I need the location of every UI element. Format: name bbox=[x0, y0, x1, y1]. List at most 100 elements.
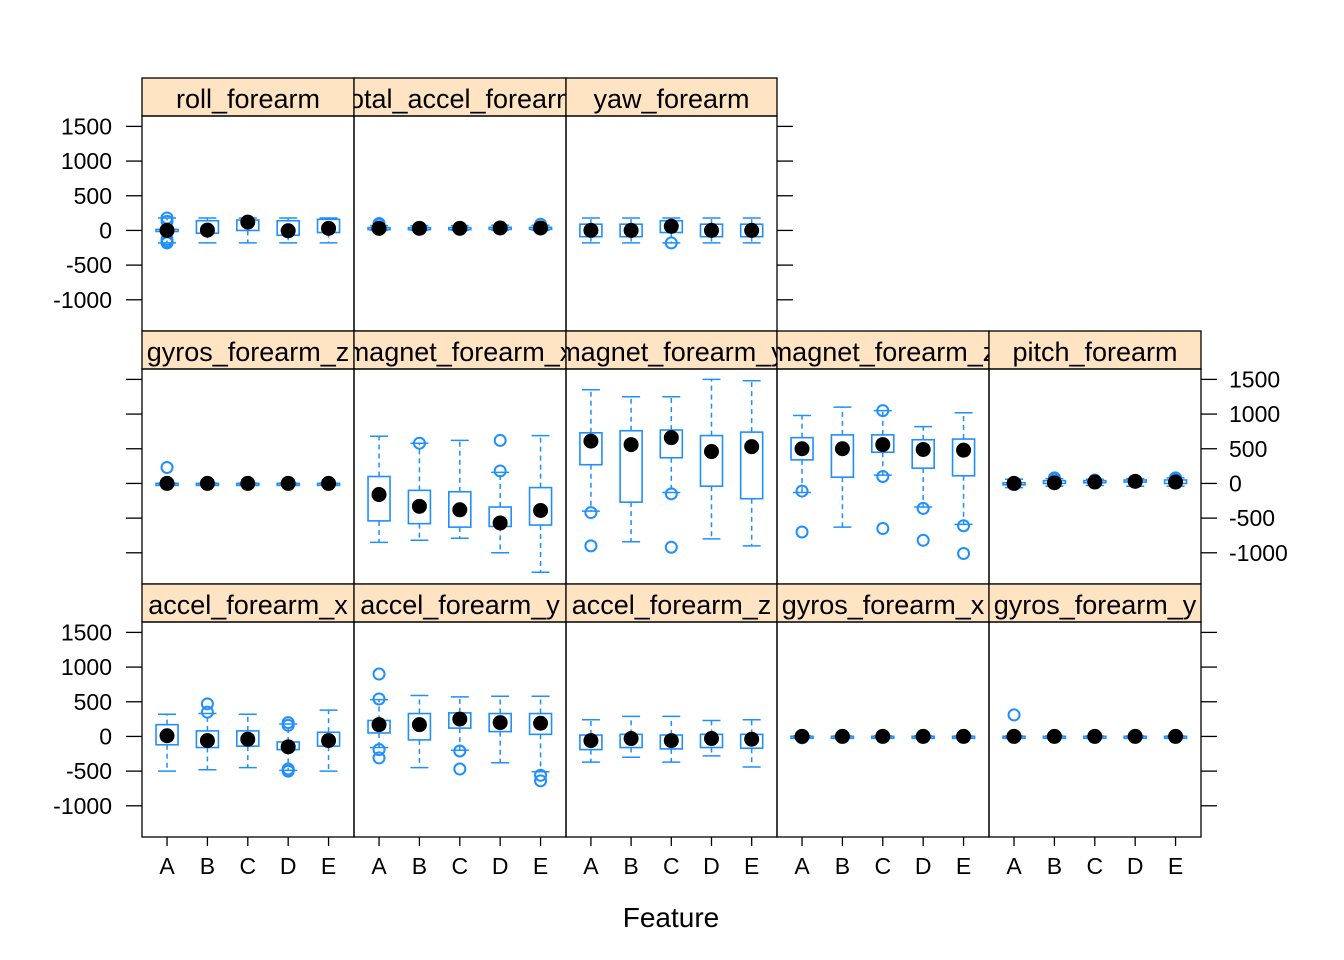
y-tick-label: 500 bbox=[74, 689, 112, 715]
box-C bbox=[870, 404, 895, 536]
outlier-point bbox=[372, 692, 386, 706]
median-dot bbox=[1046, 728, 1062, 744]
panel-roll-forearm: roll_forearm bbox=[141, 77, 355, 332]
median-dot bbox=[794, 441, 810, 457]
y-tick-label: 500 bbox=[1229, 436, 1267, 462]
panel-total-accel-forearm: total_accel_forearm bbox=[353, 77, 567, 332]
median-dot bbox=[411, 498, 427, 514]
median-dot bbox=[915, 441, 931, 457]
box-C bbox=[1082, 473, 1107, 490]
x-tick-label: E bbox=[533, 853, 548, 879]
box-E bbox=[316, 709, 341, 772]
panel-strip bbox=[565, 330, 778, 370]
x-tick-label: B bbox=[623, 853, 638, 879]
box-iqr bbox=[447, 490, 472, 528]
median-dot bbox=[583, 222, 599, 238]
outlier-point bbox=[412, 436, 426, 450]
y-axis-row1-right bbox=[777, 125, 793, 301]
median-dot bbox=[240, 214, 256, 230]
x-tick-label: D bbox=[703, 853, 720, 879]
box-B bbox=[830, 406, 855, 528]
median-dot bbox=[492, 220, 508, 236]
outlier-point bbox=[493, 433, 507, 447]
panel-strip bbox=[353, 330, 567, 370]
box-C bbox=[447, 220, 472, 236]
median-dot bbox=[1127, 473, 1143, 489]
outlier-point bbox=[453, 762, 467, 776]
box-C bbox=[447, 439, 472, 539]
median-dot bbox=[703, 222, 719, 238]
box-B bbox=[407, 436, 432, 542]
box-D bbox=[1123, 473, 1147, 489]
median-dot bbox=[199, 475, 215, 491]
median-dot bbox=[703, 444, 719, 460]
box-B bbox=[1042, 471, 1067, 491]
median-dot bbox=[533, 715, 549, 731]
y-tick-label: 1000 bbox=[1229, 401, 1280, 427]
box-C bbox=[235, 713, 260, 769]
box-C bbox=[447, 696, 472, 776]
median-dot bbox=[1168, 728, 1184, 744]
box-A bbox=[579, 719, 603, 763]
median-dot bbox=[744, 439, 760, 455]
median-dot bbox=[280, 475, 296, 491]
median-dot bbox=[199, 733, 215, 749]
y-tick-label: 1500 bbox=[61, 619, 112, 645]
x-tick-label: A bbox=[159, 853, 175, 879]
outlier-point bbox=[584, 539, 598, 553]
box-B bbox=[195, 217, 220, 244]
box-C bbox=[659, 217, 684, 250]
median-dot bbox=[663, 733, 679, 749]
x-tick-label: A bbox=[371, 853, 387, 879]
y-tick-label: -1000 bbox=[53, 287, 112, 313]
y-axis-row3-left: -1000 -500 0 500 1000 1500 bbox=[53, 619, 142, 819]
panels-layer: roll_forearm total_accel_forearm yaw_forea… bbox=[141, 77, 1202, 838]
box-B bbox=[1042, 728, 1067, 744]
box-iqr bbox=[911, 438, 935, 469]
y-axis-row3-right bbox=[1201, 631, 1217, 807]
median-dot bbox=[321, 733, 337, 749]
box-E bbox=[739, 217, 764, 244]
median-dot bbox=[371, 487, 387, 503]
y-axis-row1-left: -1000 -500 0 500 1000 1500 bbox=[53, 113, 142, 313]
median-dot bbox=[411, 717, 427, 733]
outlier-point bbox=[372, 667, 386, 681]
x-tick-label: B bbox=[412, 853, 427, 879]
box-iqr bbox=[790, 436, 814, 461]
box-iqr bbox=[951, 438, 976, 477]
box-C bbox=[659, 395, 684, 554]
median-dot bbox=[663, 218, 679, 234]
box-D bbox=[276, 716, 300, 778]
x-tick-label: C bbox=[874, 853, 891, 879]
panel-strip bbox=[141, 77, 355, 117]
box-B bbox=[619, 395, 643, 543]
box-D bbox=[276, 475, 300, 491]
box-A bbox=[367, 435, 391, 544]
box-E bbox=[316, 475, 341, 491]
panel-magnet-forearm-z: magnet_forearm_z bbox=[776, 330, 990, 585]
median-dot bbox=[321, 475, 337, 491]
box-A bbox=[367, 667, 391, 765]
box-C bbox=[870, 728, 895, 744]
box-E bbox=[528, 217, 553, 236]
box-iqr bbox=[870, 434, 895, 454]
median-dot bbox=[492, 715, 508, 731]
median-dot bbox=[663, 430, 679, 446]
panel-title: magnet_forearm_y bbox=[558, 337, 785, 367]
outlier-point bbox=[916, 501, 930, 515]
x-tick-label: B bbox=[200, 853, 215, 879]
panel-title: yaw_forearm bbox=[593, 84, 749, 114]
median-dot bbox=[411, 220, 427, 236]
box-iqr bbox=[407, 712, 432, 741]
box-iqr bbox=[528, 486, 553, 526]
panel-title: accel_forearm_y bbox=[360, 590, 560, 620]
outlier-point bbox=[372, 743, 386, 757]
panel-title: gyros_forearm_z bbox=[147, 337, 350, 367]
panel-strip bbox=[565, 77, 778, 117]
box-D bbox=[699, 378, 724, 540]
x-tick-label: C bbox=[663, 853, 680, 879]
box-C bbox=[235, 475, 260, 491]
outlier-point bbox=[957, 519, 971, 533]
panel-gyros-forearm-z: gyros_forearm_z bbox=[141, 330, 355, 585]
